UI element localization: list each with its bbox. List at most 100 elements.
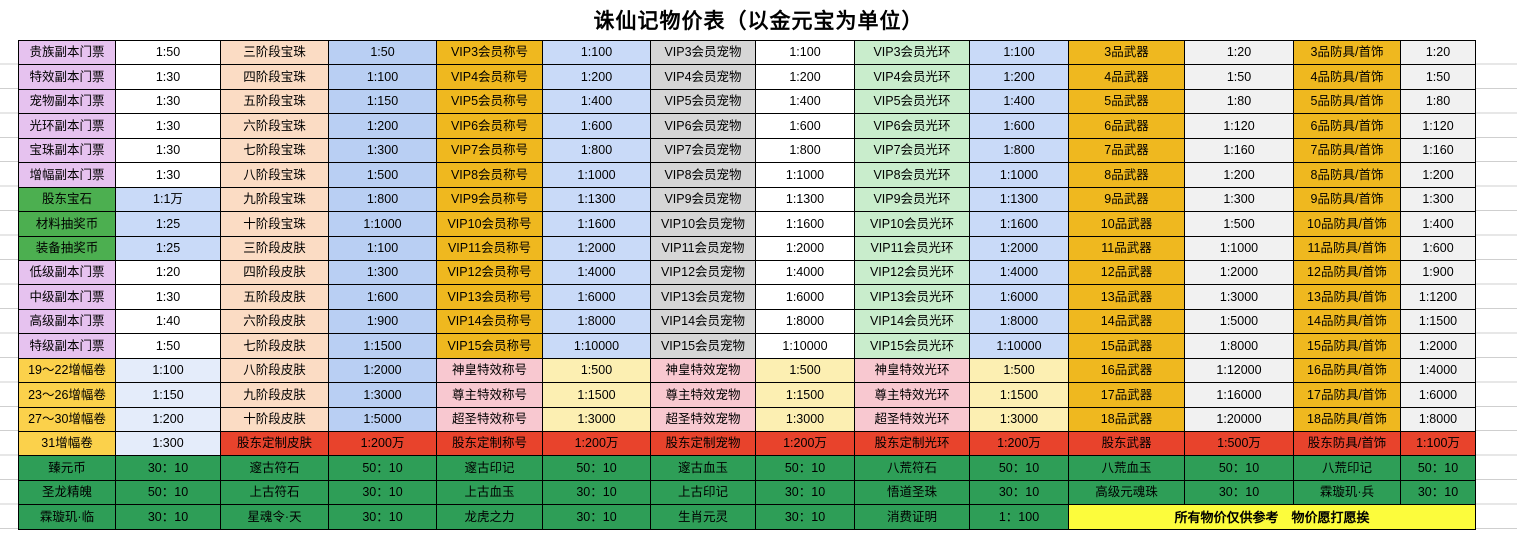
item-name-cell[interactable]: 十阶段宝珠 <box>221 212 329 237</box>
item-name-cell[interactable]: VIP9会员宠物 <box>651 187 756 213</box>
item-price-cell[interactable]: 1:300 <box>1185 187 1294 213</box>
item-price-cell[interactable]: 1:2000 <box>543 236 651 261</box>
item-price-cell[interactable]: 1:50 <box>116 41 221 66</box>
item-price-cell[interactable]: 1:3000 <box>970 407 1069 432</box>
item-name-cell[interactable]: 13品防具/首饰 <box>1294 285 1401 310</box>
item-price-cell[interactable]: 1:30 <box>116 65 221 90</box>
item-name-cell[interactable]: 12品武器 <box>1069 260 1185 286</box>
item-name-cell[interactable]: VIP15会员称号 <box>437 334 543 359</box>
item-price-cell[interactable]: 1:16000 <box>1185 383 1294 408</box>
item-price-cell[interactable]: 1:300 <box>116 432 221 457</box>
item-price-cell[interactable]: 1:200万 <box>543 432 651 457</box>
item-name-cell[interactable]: VIP13会员宠物 <box>651 285 756 310</box>
item-name-cell[interactable]: VIP5会员光环 <box>855 89 970 115</box>
item-price-cell[interactable]: 1:100 <box>116 358 221 384</box>
item-price-cell[interactable]: 1:500万 <box>1185 432 1294 457</box>
item-price-cell[interactable]: 1:1600 <box>970 212 1069 237</box>
item-name-cell[interactable]: 六阶段皮肤 <box>221 309 329 335</box>
item-price-cell[interactable]: 1:2000 <box>329 358 437 384</box>
item-price-cell[interactable]: 1:600 <box>543 114 651 139</box>
item-name-cell[interactable]: 4品防具/首饰 <box>1294 65 1401 90</box>
item-price-cell[interactable]: 30：10 <box>756 480 855 506</box>
item-name-cell[interactable]: 三阶段宝珠 <box>221 41 329 66</box>
item-name-cell[interactable]: 7品防具/首饰 <box>1294 138 1401 164</box>
item-price-cell[interactable]: 30：10 <box>329 505 437 530</box>
item-name-cell[interactable]: 11品武器 <box>1069 236 1185 261</box>
item-price-cell[interactable]: 1:100 <box>543 41 651 66</box>
item-name-cell[interactable]: 6品防具/首饰 <box>1294 114 1401 139</box>
item-price-cell[interactable]: 1:1500 <box>329 334 437 359</box>
price-disclaimer[interactable]: 所有物价仅供参考 物价愿打愿挨 <box>1069 505 1476 530</box>
item-name-cell[interactable]: 八荒符石 <box>855 456 970 481</box>
item-price-cell[interactable]: 1:500 <box>329 163 437 188</box>
item-price-cell[interactable]: 1:4000 <box>1401 358 1476 384</box>
item-price-cell[interactable]: 30：10 <box>1185 480 1294 506</box>
item-price-cell[interactable]: 1:25 <box>116 212 221 237</box>
item-name-cell[interactable]: 4品武器 <box>1069 65 1185 90</box>
item-price-cell[interactable]: 1:500 <box>970 358 1069 384</box>
item-price-cell[interactable]: 1:1300 <box>756 187 855 213</box>
item-name-cell[interactable]: 高级元魂珠 <box>1069 480 1185 506</box>
item-name-cell[interactable]: VIP5会员称号 <box>437 89 543 115</box>
item-name-cell[interactable]: 七阶段宝珠 <box>221 138 329 164</box>
item-name-cell[interactable]: 宠物副本门票 <box>19 89 116 115</box>
item-price-cell[interactable]: 1:900 <box>329 309 437 335</box>
item-name-cell[interactable]: 光环副本门票 <box>19 114 116 139</box>
item-price-cell[interactable]: 1:6000 <box>970 285 1069 310</box>
item-price-cell[interactable]: 1:300 <box>1401 187 1476 213</box>
item-name-cell[interactable]: VIP15会员宠物 <box>651 334 756 359</box>
item-price-cell[interactable]: 50：10 <box>116 480 221 506</box>
item-price-cell[interactable]: 1:100 <box>329 236 437 261</box>
item-name-cell[interactable]: VIP8会员宠物 <box>651 163 756 188</box>
item-price-cell[interactable]: 1:6000 <box>756 285 855 310</box>
item-name-cell[interactable]: 圣龙精魄 <box>19 480 116 506</box>
item-price-cell[interactable]: 1:400 <box>756 89 855 115</box>
item-price-cell[interactable]: 30：10 <box>116 456 221 481</box>
item-price-cell[interactable]: 1:600 <box>1401 236 1476 261</box>
item-price-cell[interactable]: 1:1300 <box>543 187 651 213</box>
item-price-cell[interactable]: 1:200万 <box>756 432 855 457</box>
item-price-cell[interactable]: 1:40 <box>116 309 221 335</box>
item-price-cell[interactable]: 50：10 <box>329 456 437 481</box>
item-name-cell[interactable]: 3品武器 <box>1069 41 1185 66</box>
item-price-cell[interactable]: 1:100 <box>970 41 1069 66</box>
item-name-cell[interactable]: VIP6会员称号 <box>437 114 543 139</box>
item-price-cell[interactable]: 1:100 <box>329 65 437 90</box>
item-name-cell[interactable]: VIP10会员宠物 <box>651 212 756 237</box>
item-name-cell[interactable]: 五阶段宝珠 <box>221 89 329 115</box>
item-name-cell[interactable]: 邃古印记 <box>437 456 543 481</box>
item-name-cell[interactable]: 9品防具/首饰 <box>1294 187 1401 213</box>
item-name-cell[interactable]: 27～30增幅卷 <box>19 407 116 432</box>
item-name-cell[interactable]: 6品武器 <box>1069 114 1185 139</box>
item-name-cell[interactable]: 消费证明 <box>855 505 970 530</box>
item-price-cell[interactable]: 1:8000 <box>970 309 1069 335</box>
item-price-cell[interactable]: 30：10 <box>543 505 651 530</box>
item-name-cell[interactable]: 邃古血玉 <box>651 456 756 481</box>
item-name-cell[interactable]: 宝珠副本门票 <box>19 138 116 164</box>
item-price-cell[interactable]: 1:1500 <box>970 383 1069 408</box>
item-price-cell[interactable]: 1:160 <box>1185 138 1294 164</box>
item-name-cell[interactable]: 10品武器 <box>1069 212 1185 237</box>
item-name-cell[interactable]: 增幅副本门票 <box>19 163 116 188</box>
item-price-cell[interactable]: 1：100 <box>970 505 1069 530</box>
item-name-cell[interactable]: 邃古符石 <box>221 456 329 481</box>
item-price-cell[interactable]: 1:50 <box>1185 65 1294 90</box>
item-name-cell[interactable]: 16品武器 <box>1069 358 1185 384</box>
item-price-cell[interactable]: 1:30 <box>116 114 221 139</box>
item-price-cell[interactable]: 1:600 <box>970 114 1069 139</box>
item-name-cell[interactable]: 六阶段宝珠 <box>221 114 329 139</box>
item-name-cell[interactable]: VIP4会员称号 <box>437 65 543 90</box>
item-name-cell[interactable]: 股东防具/首饰 <box>1294 432 1401 457</box>
item-price-cell[interactable]: 1:400 <box>970 89 1069 115</box>
item-name-cell[interactable]: 14品武器 <box>1069 309 1185 335</box>
item-name-cell[interactable]: VIP12会员称号 <box>437 260 543 286</box>
item-name-cell[interactable]: 尊主特效称号 <box>437 383 543 408</box>
item-price-cell[interactable]: 1:80 <box>1401 89 1476 115</box>
item-name-cell[interactable]: VIP8会员称号 <box>437 163 543 188</box>
item-price-cell[interactable]: 1:80 <box>1185 89 1294 115</box>
item-name-cell[interactable]: 股东定制皮肤 <box>221 432 329 457</box>
item-name-cell[interactable]: 17品防具/首饰 <box>1294 383 1401 408</box>
item-price-cell[interactable]: 1:20 <box>1185 41 1294 66</box>
item-price-cell[interactable]: 1:2000 <box>1185 260 1294 286</box>
item-name-cell[interactable]: 神皇特效称号 <box>437 358 543 384</box>
